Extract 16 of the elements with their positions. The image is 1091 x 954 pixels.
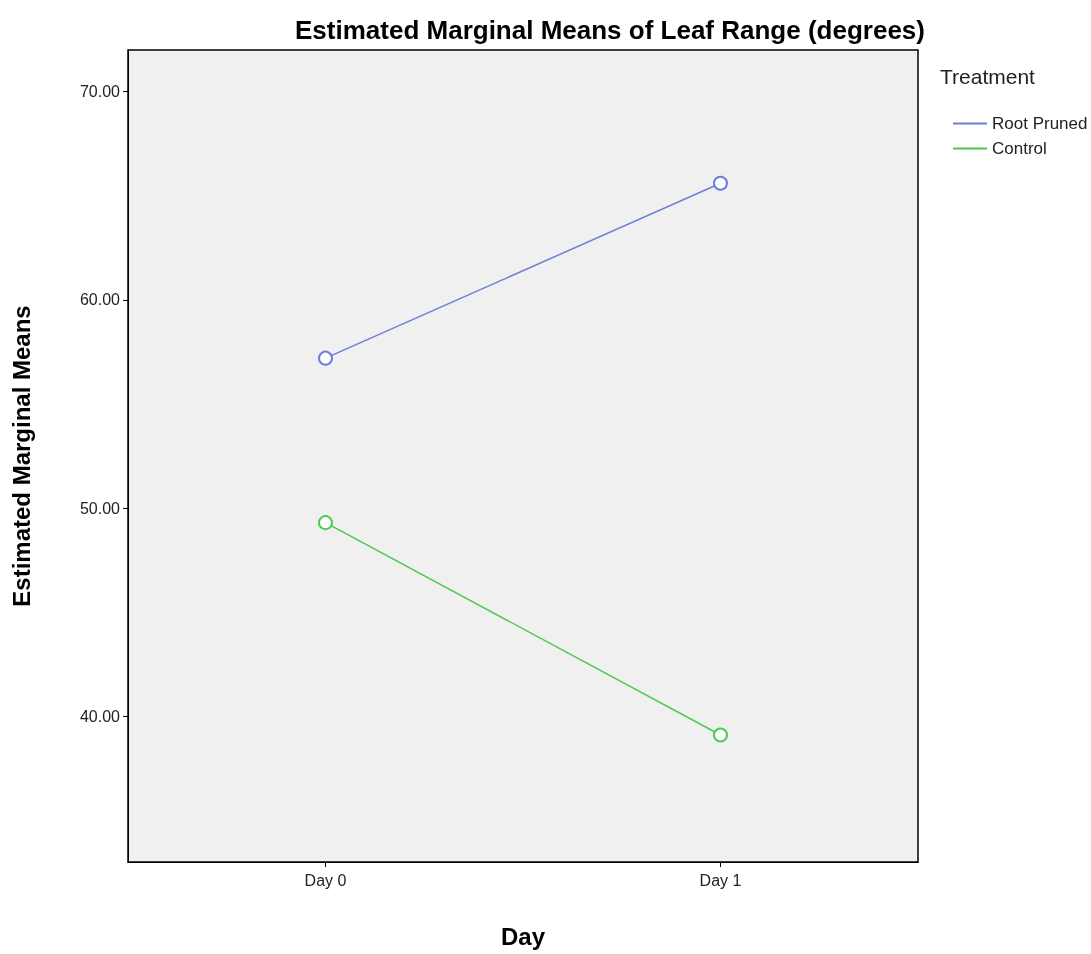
- x-tick-label: Day 0: [304, 871, 347, 889]
- legend-title: Treatment: [940, 65, 1036, 88]
- y-tick-label: 50.00: [79, 499, 121, 517]
- x-axis-title: Day: [500, 922, 546, 950]
- y-tick-label: 70.00: [79, 83, 121, 101]
- point: [318, 515, 333, 531]
- point: [318, 350, 333, 366]
- y-tick-label: 40.00: [79, 707, 121, 725]
- chart-title: Estimated Marginal Means of Leaf Range (degrees): [295, 15, 925, 45]
- y-axis-title: Estimated Marginal Means: [7, 305, 35, 607]
- x-tick-label: Day 1: [699, 871, 742, 889]
- point: [713, 175, 728, 191]
- y-tick-label: 60.00: [79, 291, 121, 309]
- legend-label: Control: [992, 139, 1047, 158]
- point: [713, 727, 728, 743]
- legend-label: Root Pruned: [992, 114, 1088, 133]
